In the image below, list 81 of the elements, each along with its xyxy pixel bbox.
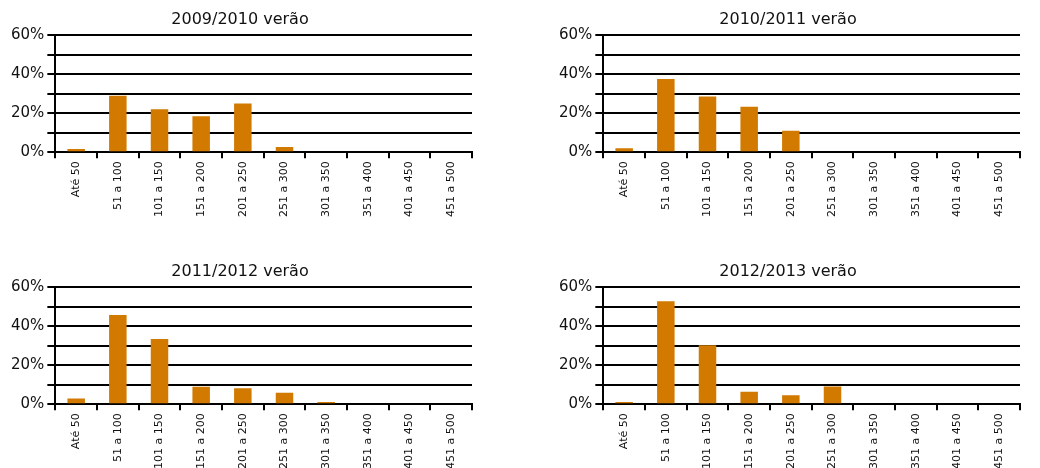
bar (275, 392, 294, 404)
bar (109, 95, 127, 152)
x-tick-label: 351 a 400 (908, 161, 922, 218)
x-tick-label: 151 a 200 (194, 413, 208, 468)
y-tick-label: 0% (20, 394, 45, 413)
y-tick-label: 40% (559, 64, 593, 83)
x-tick-label: 51 a 100 (658, 413, 672, 463)
bar (109, 315, 127, 404)
bar (740, 391, 758, 404)
x-tick-label: 201 a 250 (235, 413, 249, 468)
y-tick-label: 0% (20, 142, 45, 161)
y-tick-label: 60% (559, 25, 593, 44)
x-tick-label: 201 a 250 (783, 413, 797, 468)
x-tick-label: 251 a 300 (277, 413, 291, 468)
bar (657, 301, 675, 404)
y-tick-label: 40% (559, 316, 593, 335)
x-tick-label: 301 a 350 (867, 413, 881, 468)
x-tick-label: Até 50 (617, 413, 631, 450)
y-tick-label: 0% (568, 394, 593, 413)
x-tick-label: 451 a 500 (444, 161, 458, 218)
x-tick-label: 201 a 250 (783, 161, 797, 218)
y-tick-label: 0% (568, 142, 593, 161)
bar (782, 130, 800, 152)
x-tick-label: Até 50 (69, 161, 83, 198)
x-tick-label: 401 a 450 (402, 161, 416, 218)
x-tick-label: 151 a 200 (742, 161, 756, 218)
bar (192, 116, 210, 152)
chart-title: 2012/2013 verão (719, 260, 857, 280)
x-tick-label: 351 a 400 (360, 161, 374, 218)
x-tick-label: 351 a 400 (908, 413, 922, 468)
x-tick-label: 401 a 450 (950, 161, 964, 218)
bar (234, 388, 252, 404)
x-tick-label: 51 a 100 (110, 161, 124, 211)
bar (782, 395, 800, 404)
y-tick-label: 60% (11, 277, 45, 296)
x-tick-label: 451 a 500 (992, 413, 1006, 468)
bar (740, 106, 758, 152)
x-tick-label: 201 a 250 (235, 161, 249, 218)
x-tick-label: 451 a 500 (444, 413, 458, 468)
x-tick-label: 401 a 450 (950, 413, 964, 468)
bar (698, 345, 717, 404)
x-tick-label: 151 a 200 (194, 161, 208, 218)
bar (657, 79, 675, 152)
x-tick-label: 251 a 300 (825, 161, 839, 218)
bar (234, 103, 252, 152)
x-tick-label: 101 a 150 (152, 413, 166, 468)
x-tick-label: 251 a 300 (825, 413, 839, 468)
chart-title: 2010/2011 verão (719, 8, 857, 28)
x-tick-label: Até 50 (617, 161, 631, 198)
x-tick-label: 301 a 350 (867, 161, 881, 218)
y-tick-label: 20% (11, 355, 45, 374)
x-tick-label: 51 a 100 (110, 413, 124, 463)
x-tick-label: 101 a 150 (700, 413, 714, 468)
bar (150, 339, 169, 404)
chart-title: 2009/2010 verão (171, 8, 309, 28)
bar (615, 148, 633, 152)
x-tick-label: 251 a 300 (277, 161, 291, 218)
x-tick-label: 301 a 350 (319, 413, 333, 468)
bar (192, 386, 210, 404)
y-tick-label: 40% (11, 64, 45, 83)
y-tick-label: 20% (11, 103, 45, 122)
x-tick-label: 51 a 100 (658, 161, 672, 211)
y-tick-label: 20% (559, 103, 593, 122)
bar (150, 109, 169, 152)
y-tick-label: 60% (559, 277, 593, 296)
bar (67, 398, 85, 404)
x-tick-label: 401 a 450 (402, 413, 416, 468)
x-tick-label: 101 a 150 (700, 161, 714, 218)
bar (275, 147, 294, 152)
x-tick-label: Até 50 (69, 413, 83, 450)
bar (698, 96, 717, 152)
x-tick-label: 101 a 150 (152, 161, 166, 218)
y-tick-label: 60% (11, 25, 45, 44)
x-tick-label: 451 a 500 (992, 161, 1006, 218)
bar (823, 386, 842, 404)
y-tick-label: 40% (11, 316, 45, 335)
x-tick-label: 351 a 400 (360, 413, 374, 468)
x-tick-label: 151 a 200 (742, 413, 756, 468)
chart-title: 2011/2012 verão (171, 260, 309, 280)
x-tick-label: 301 a 350 (319, 161, 333, 218)
y-tick-label: 20% (559, 355, 593, 374)
